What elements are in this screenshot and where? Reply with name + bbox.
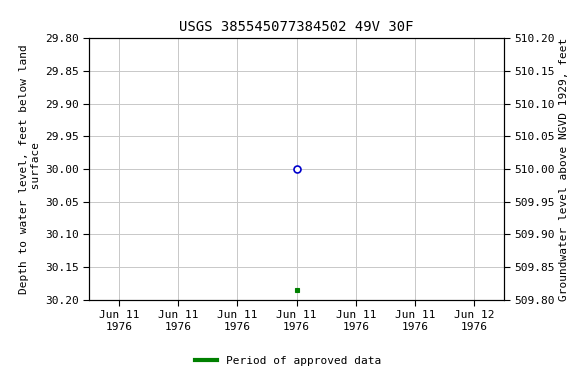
Y-axis label: Depth to water level, feet below land
 surface: Depth to water level, feet below land su…: [20, 44, 41, 294]
Title: USGS 385545077384502 49V 30F: USGS 385545077384502 49V 30F: [179, 20, 414, 35]
Legend: Period of approved data: Period of approved data: [191, 352, 385, 371]
Y-axis label: Groundwater level above NGVD 1929, feet: Groundwater level above NGVD 1929, feet: [559, 37, 569, 301]
